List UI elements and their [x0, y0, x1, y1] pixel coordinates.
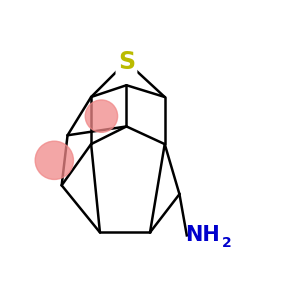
Circle shape [35, 141, 74, 179]
Circle shape [85, 100, 118, 132]
Text: 2: 2 [222, 236, 232, 250]
Text: NH: NH [185, 225, 220, 245]
Text: S: S [118, 50, 135, 74]
